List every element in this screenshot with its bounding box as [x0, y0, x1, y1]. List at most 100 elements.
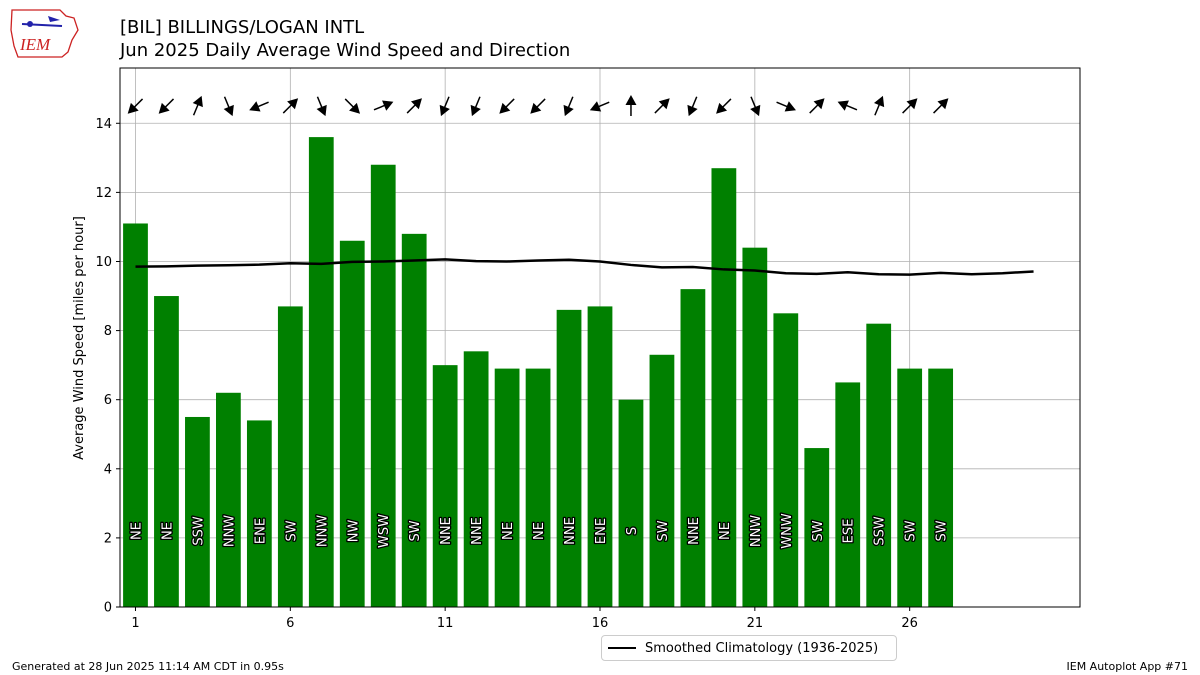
arrow-shaft [809, 103, 820, 114]
arrow-head [192, 95, 203, 108]
bar-day-11 [432, 365, 458, 607]
wind-arrow-day-2 [158, 98, 175, 114]
arrow-head [874, 95, 885, 108]
direction-label-day-11: NNE [439, 517, 454, 545]
arrow-shaft [874, 102, 881, 116]
arrow-head [158, 102, 170, 114]
wind-arrow-day-15 [563, 96, 574, 117]
legend: Smoothed Climatology (1936-2025) [601, 635, 897, 661]
arrow-shaft [192, 102, 200, 116]
arrow-head [316, 104, 327, 117]
wind-arrow-day-20 [716, 98, 732, 114]
arrow-head [937, 98, 949, 110]
wind-arrow-day-12 [470, 96, 481, 117]
direction-label-day-26: SW [904, 520, 919, 541]
arrow-head [411, 98, 422, 110]
direction-labels: NE NE SSW NNW ENE SW NNW NW WSW SW NNE NNE NE NE NNE EN… [128, 512, 951, 550]
direction-label-day-13: NE [501, 522, 516, 540]
direction-arrows [127, 95, 949, 117]
wind-arrow-day-23 [809, 98, 825, 114]
wind-arrow-day-25 [874, 95, 885, 116]
arrow-head [906, 98, 918, 110]
wind-arrow-day-19 [687, 96, 698, 117]
y-tick-label: 12 [95, 186, 112, 201]
wind-arrow-day-11 [439, 96, 450, 117]
direction-label-day-22: WNW [780, 513, 795, 549]
y-tick-label: 6 [104, 393, 112, 408]
wind-arrow-day-5 [249, 101, 269, 112]
arrow-shaft [344, 98, 355, 109]
wind-arrow-day-7 [316, 96, 327, 117]
climatology-line [135, 258, 1034, 276]
direction-label-day-5: ENE [253, 518, 268, 544]
direction-label-day-24: ESE [842, 519, 857, 544]
wind-arrow-day-13 [499, 98, 515, 114]
arrow-head [439, 104, 450, 117]
direction-label-day-14: NE [532, 522, 547, 540]
wind-arrow-day-27 [933, 98, 949, 114]
bar-day-26 [897, 368, 923, 607]
direction-label-day-4: NNW [222, 515, 237, 547]
chart-title-station: [BIL] BILLINGS/LOGAN INTL [120, 17, 365, 38]
wind-arrow-day-10 [406, 98, 422, 114]
bar-day-3 [185, 416, 210, 607]
bar-day-12 [463, 351, 489, 607]
wind-arrow-day-18 [654, 98, 670, 114]
arrow-shaft [596, 101, 610, 108]
wind-arrow-day-21 [750, 96, 761, 117]
y-tick-label: 2 [104, 531, 112, 546]
y-tick-label: 14 [95, 117, 112, 132]
direction-label-day-15: NNE [563, 517, 578, 545]
arrow-head [813, 98, 825, 110]
arrow-head [287, 98, 299, 110]
y-axis-label: Average Wind Speed [miles per hour] [72, 216, 87, 460]
wind-arrow-day-1 [127, 98, 144, 114]
arrow-head [837, 100, 849, 111]
bar-day-19 [680, 289, 706, 607]
x-tick-label: 1 [131, 616, 139, 631]
bar-day-9 [370, 164, 396, 607]
direction-label-day-19: NNE [687, 517, 702, 545]
bar-day-8 [339, 240, 365, 607]
iem-logo: IEM [10, 9, 79, 58]
wind-arrow-day-14 [530, 98, 546, 114]
y-tick-label: 0 [104, 601, 112, 616]
wind-arrow-day-26 [902, 98, 918, 114]
direction-label-day-25: SSW [873, 516, 888, 546]
bar-day-7 [308, 137, 334, 607]
arrow-head [625, 95, 637, 106]
arrow-shaft [844, 104, 858, 111]
arrow-head [470, 104, 481, 117]
direction-label-day-18: SW [656, 520, 671, 541]
bar-day-22 [773, 313, 799, 607]
app-label: IEM Autoplot App #71 [1066, 660, 1189, 673]
bar-day-14 [525, 368, 551, 607]
chart-title-subtitle: Jun 2025 Daily Average Wind Speed and Di… [120, 40, 571, 61]
x-tick-label: 16 [592, 616, 609, 631]
bar-day-15 [556, 309, 582, 607]
x-tick-label: 6 [286, 616, 294, 631]
direction-label-day-16: ENE [594, 518, 609, 544]
arrow-shaft [406, 103, 417, 114]
y-tick-label: 10 [95, 255, 112, 270]
direction-label-day-17: S [625, 527, 640, 535]
bar-day-24 [835, 382, 861, 607]
direction-label-day-12: NNE [470, 517, 485, 545]
bar-day-16 [587, 306, 613, 607]
direction-label-day-21: NNW [749, 515, 764, 547]
arrow-shaft [535, 98, 546, 109]
arrow-shaft [567, 96, 574, 110]
arrow-shaft [691, 96, 698, 110]
arrow-head [127, 102, 139, 114]
direction-label-day-10: SW [408, 520, 423, 541]
arrow-head [249, 101, 261, 112]
direction-label-day-27: SW [935, 520, 950, 541]
direction-label-day-7: NNW [315, 515, 330, 547]
wind-arrow-day-8 [344, 98, 361, 114]
bar-day-17 [618, 399, 644, 607]
wind-arrow-day-6 [282, 98, 299, 114]
arrow-head [750, 104, 761, 117]
wind-arrow-day-16 [589, 101, 610, 112]
generated-timestamp: Generated at 28 Jun 2025 11:14 AM CDT in… [12, 660, 284, 673]
